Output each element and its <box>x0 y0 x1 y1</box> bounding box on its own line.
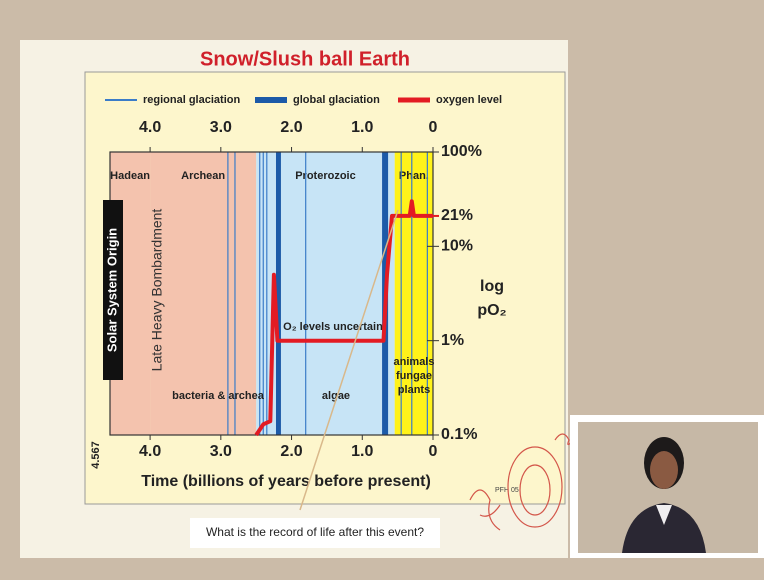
x-tick-label: 2.0 <box>280 443 302 460</box>
o2-label: O₂ levels uncertain <box>283 321 383 333</box>
y-tick-label: 0.1% <box>441 426 477 443</box>
legend-label: global glaciation <box>293 94 380 106</box>
era-label: Archean <box>181 170 225 182</box>
x-tick-label: 4.0 <box>139 119 161 136</box>
x-tick-label: 0 <box>429 119 438 136</box>
credit: PFH 05 <box>495 487 519 494</box>
marker-tick-label: 21% <box>441 207 473 224</box>
legend-label: oxygen level <box>436 94 502 106</box>
presenter-face <box>650 451 678 489</box>
x-tick-label: 4.0 <box>139 443 161 460</box>
era-label: Hadean <box>110 170 150 182</box>
era-label: Phan. <box>399 170 429 182</box>
origin-label: Solar System Origin <box>104 228 119 352</box>
bombardment-label: Late Heavy Bombardment <box>149 209 165 372</box>
x-tick-label: 3.0 <box>210 119 232 136</box>
x-tick-label: 2.0 <box>280 119 302 136</box>
y-tick-label: 1% <box>441 332 464 349</box>
life-label: animals <box>394 356 435 368</box>
x-tick-label: 1.0 <box>351 119 373 136</box>
life-label: plants <box>398 384 430 396</box>
caption: What is the record of life after this ev… <box>206 525 424 539</box>
x-tick-label: 0 <box>429 443 438 460</box>
y-tick-label: 10% <box>441 238 473 255</box>
y-axis-label: pO₂ <box>477 302 506 319</box>
life-label: fungae <box>396 370 432 382</box>
bacteria-label: bacteria & archea <box>172 390 265 402</box>
x-limit-label: 4.567 <box>90 441 102 469</box>
screen: Snow/Slush ball Earth Hadean Archean Prote… <box>0 0 764 580</box>
chart-title: Snow/Slush ball Earth <box>200 48 410 70</box>
y-axis-label: log <box>480 278 504 295</box>
y-tick-label: 100% <box>441 143 482 160</box>
era-label: Proterozoic <box>295 170 356 182</box>
legend-label: regional glaciation <box>143 94 240 106</box>
x-tick-label: 3.0 <box>210 443 232 460</box>
x-axis-label: Time (billions of years before present) <box>141 473 431 490</box>
x-tick-label: 1.0 <box>351 443 373 460</box>
